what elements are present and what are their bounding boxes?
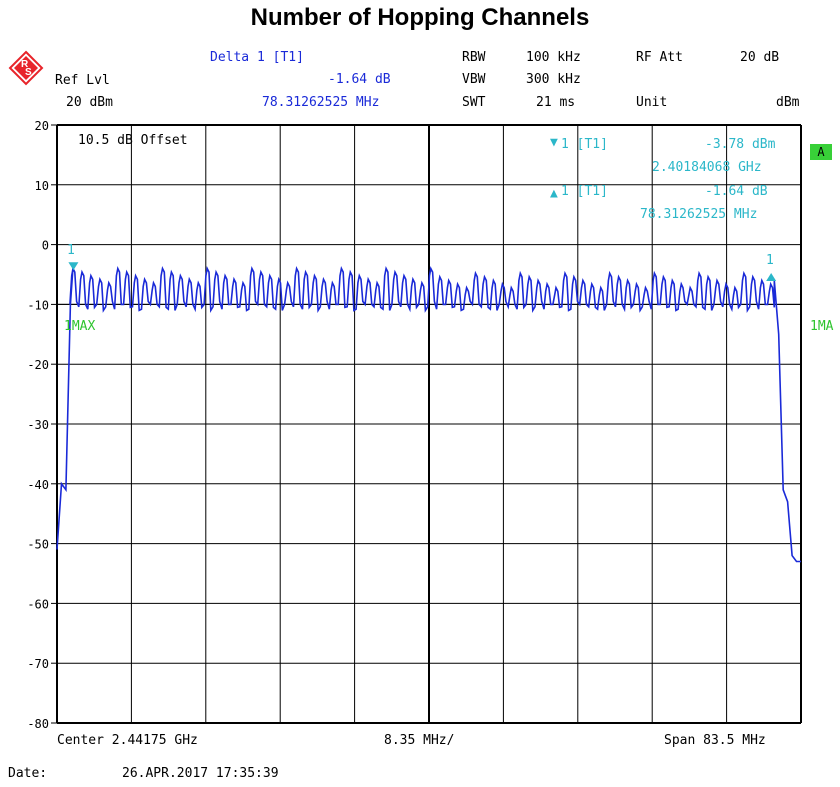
delta1-label: 1 [T1] <box>561 184 608 199</box>
y-axis-ticks: 20 10 0 -10 -20 -30 -40 -50 -60 -70 -80 <box>27 119 57 731</box>
delta-marker-level: -1.64 dB <box>328 72 391 87</box>
delta1-number: 1 <box>766 253 774 268</box>
marker1-frequency: 2.40184068 GHz <box>652 160 762 175</box>
y-tick-label: -30 <box>27 418 49 432</box>
y-tick-label: -80 <box>27 717 49 731</box>
center-frequency: Center 2.44175 GHz <box>57 733 198 748</box>
offset-label: 10.5 dB Offset <box>78 133 188 148</box>
y-tick-label: -40 <box>27 478 49 492</box>
marker-2-point <box>766 273 777 282</box>
y-tick-label: -20 <box>27 358 49 372</box>
unit-value: dBm <box>776 95 800 110</box>
trace-label-left: 1MAX <box>64 319 96 334</box>
marker1-label: 1 [T1] <box>561 137 608 152</box>
y-tick-label: -70 <box>27 657 49 671</box>
y-tick-label: -60 <box>27 597 49 611</box>
rf-att-value: 20 dB <box>740 50 780 65</box>
svg-text:R: R <box>21 59 29 70</box>
marker-1-point <box>68 262 79 271</box>
frequency-per-division: 8.35 MHz/ <box>384 733 455 748</box>
ref-level-value: 20 dBm <box>66 95 113 110</box>
date-value: 26.APR.2017 17:35:39 <box>122 766 279 781</box>
trace-layer <box>56 265 801 563</box>
delta1-frequency: 78.31262525 MHz <box>640 207 758 222</box>
marker1-level: -3.78 dBm <box>705 137 776 152</box>
rbw-value: 100 kHz <box>526 50 581 65</box>
ref-level-label: Ref Lvl <box>55 73 110 88</box>
date-label: Date: <box>8 766 48 781</box>
rf-att-label: RF Att <box>636 50 683 65</box>
vbw-value: 300 kHz <box>526 72 581 87</box>
rbw-label: RBW <box>462 50 486 65</box>
trace-label-right: 1MA <box>810 319 834 334</box>
trace-line <box>56 265 801 563</box>
y-tick-label: 0 <box>42 239 49 253</box>
y-tick-label: -50 <box>27 538 49 552</box>
span-frequency: Span 83.5 MHz <box>664 733 766 748</box>
unit-label: Unit <box>636 95 668 110</box>
delta1-triangle-icon: ▲ <box>550 186 558 201</box>
side-marker-badge: A <box>810 144 832 160</box>
delta1-level: -1.64 dB <box>705 184 768 199</box>
marker1-triangle-icon: ▼ <box>550 135 558 150</box>
rohde-schwarz-logo-icon: R S <box>8 50 44 86</box>
delta-marker-frequency: 78.31262525 MHz <box>262 95 380 110</box>
vbw-label: VBW <box>462 72 486 87</box>
svg-text:S: S <box>25 67 32 78</box>
chart-title: Number of Hopping Channels <box>250 4 590 31</box>
swt-label: SWT <box>462 95 486 110</box>
delta-marker-label: Delta 1 [T1] <box>210 50 304 65</box>
y-tick-label: -10 <box>27 298 49 312</box>
swt-value: 21 ms <box>536 95 576 110</box>
marker-layer <box>68 262 777 282</box>
y-tick-label: 10 <box>35 179 49 193</box>
y-tick-label: 20 <box>35 119 49 133</box>
marker1-number: 1 <box>67 243 75 258</box>
